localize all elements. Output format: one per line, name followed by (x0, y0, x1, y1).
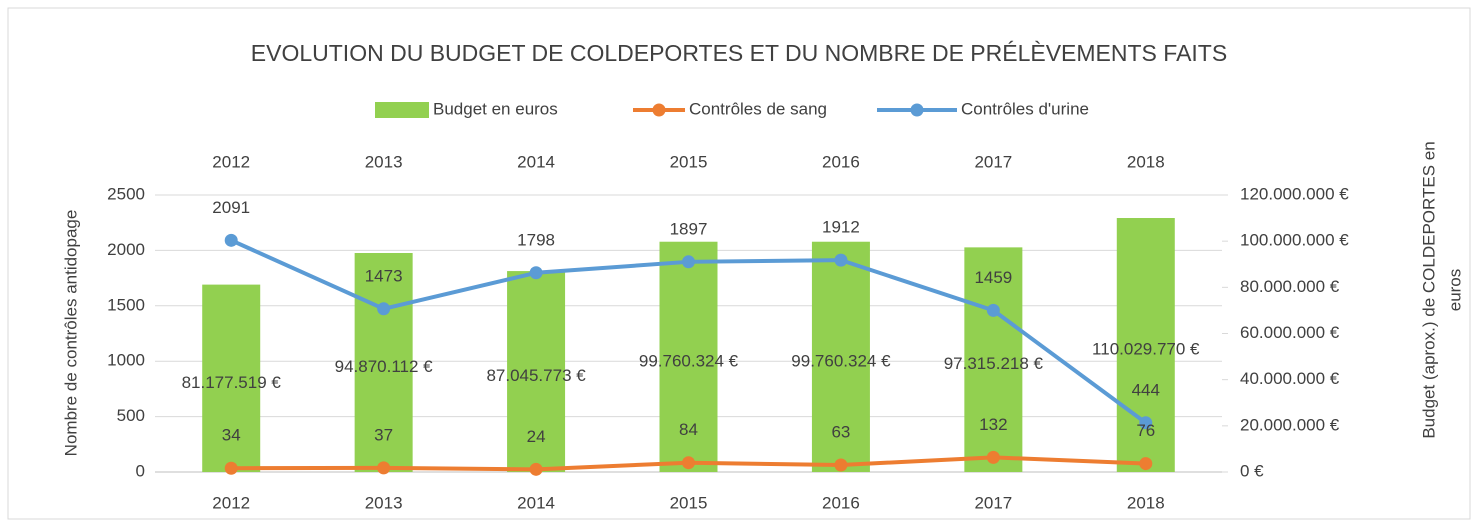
x-tick-label: 2015 (670, 493, 708, 512)
x-tick-label: 2013 (365, 493, 403, 512)
y2-tick-label: 40.000.000 € (1240, 369, 1340, 388)
y2-tick-label: 80.000.000 € (1240, 277, 1340, 296)
point (986, 450, 1000, 464)
bar (354, 253, 413, 472)
legend-label: Budget en euros (433, 99, 558, 118)
data-label: 97.315.218 € (944, 354, 1044, 373)
data-label: 444 (1132, 380, 1160, 399)
y-tick-label: 0 (136, 461, 145, 480)
data-label: 110.029.770 € (1092, 339, 1200, 358)
y2-axis-title: euros (1445, 269, 1464, 312)
data-label: 1897 (670, 219, 708, 238)
x-tick-label: 2012 (212, 493, 250, 512)
y2-tick-label: 20.000.000 € (1240, 415, 1340, 434)
data-label: 37 (374, 425, 393, 444)
chart-title: EVOLUTION DU BUDGET DE COLDEPORTES ET DU… (251, 40, 1227, 66)
data-label: 63 (831, 423, 850, 442)
y2-tick-label: 60.000.000 € (1240, 323, 1340, 342)
y2-tick-label: 120.000.000 € (1240, 184, 1349, 203)
y-tick-label: 500 (117, 406, 145, 425)
data-label: 24 (527, 427, 546, 446)
bar (202, 284, 261, 472)
data-label: 1459 (974, 268, 1012, 287)
point (682, 456, 695, 470)
x2-tick-label: 2016 (822, 152, 860, 171)
x2-tick-label: 2015 (670, 152, 708, 171)
y-tick-label: 1000 (107, 351, 145, 370)
point (986, 303, 1000, 317)
y-tick-label: 1500 (107, 295, 145, 314)
legend-swatch (375, 102, 429, 118)
point (529, 462, 543, 476)
y-axis-title: Nombre de contrôles antidopage (61, 210, 80, 457)
x-tick-label: 2018 (1127, 493, 1165, 512)
x-tick-label: 2016 (822, 493, 860, 512)
point (1139, 457, 1153, 471)
data-label: 76 (1136, 421, 1155, 440)
bar (964, 247, 1023, 472)
bar (1116, 218, 1175, 472)
data-label: 132 (979, 415, 1007, 434)
point (529, 266, 543, 280)
x2-tick-label: 2012 (212, 152, 250, 171)
point (377, 302, 391, 316)
x-tick-label: 2014 (517, 493, 555, 512)
point (377, 461, 391, 475)
data-label: 1912 (822, 218, 860, 237)
legend-swatch (910, 103, 924, 117)
data-label: 99.760.324 € (791, 351, 891, 370)
bar (811, 241, 870, 472)
point (224, 461, 238, 475)
data-label: 1798 (517, 230, 555, 249)
data-label: 81.177.519 € (182, 373, 282, 392)
y2-tick-label: 100.000.000 € (1240, 231, 1349, 250)
point (1139, 416, 1153, 430)
x2-tick-label: 2018 (1127, 152, 1165, 171)
x2-tick-label: 2014 (517, 152, 555, 171)
x2-tick-label: 2017 (974, 152, 1012, 171)
point (224, 233, 238, 247)
data-label: 84 (679, 420, 698, 439)
data-label: 34 (222, 426, 241, 445)
legend-swatch (652, 103, 666, 117)
data-label: 87.045.773 € (486, 366, 586, 385)
x2-tick-label: 2013 (365, 152, 403, 171)
data-label: 2091 (212, 198, 250, 217)
legend-label: Contrôles de sang (689, 99, 827, 118)
data-label: 1473 (365, 266, 403, 285)
y2-tick-label: 0 € (1240, 461, 1264, 480)
y-tick-label: 2500 (107, 184, 145, 203)
legend-label: Contrôles d'urine (961, 99, 1089, 118)
data-label: 94.870.112 € (335, 357, 434, 376)
point (682, 255, 695, 269)
bar (507, 271, 566, 472)
data-label: 99.760.324 € (639, 351, 739, 370)
y2-axis-title: Budget (aprox.) de COLDEPORTES en (1419, 141, 1438, 438)
bar (659, 241, 718, 472)
point (834, 458, 848, 472)
x-tick-label: 2017 (974, 493, 1012, 512)
point (834, 253, 848, 267)
y-tick-label: 2000 (107, 240, 145, 259)
